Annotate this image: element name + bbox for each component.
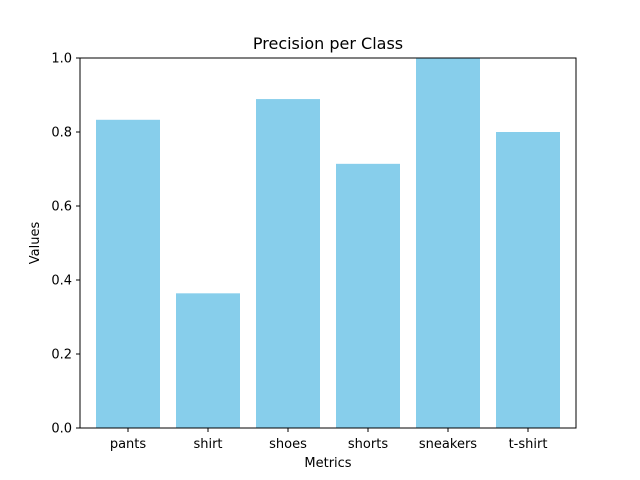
x-tick-label: pants (110, 437, 147, 452)
x-tick-label: shirt (193, 437, 222, 452)
y-tick-label: 0.8 (51, 126, 72, 141)
bar-shorts (336, 163, 400, 428)
y-tick-label: 0.4 (51, 274, 72, 289)
x-tick-label: shoes (269, 437, 307, 452)
x-ticks-group: pants shirt shoes shorts sneakers t-shirt (110, 428, 548, 452)
y-tick-label: 1.0 (51, 52, 72, 67)
bar-shirt (176, 293, 240, 428)
x-tick-label: shorts (348, 437, 388, 452)
x-tick-label: t-shirt (509, 437, 548, 452)
chart-title: Precision per Class (253, 34, 403, 53)
y-tick-label: 0.2 (51, 348, 72, 363)
y-tick-label: 0.0 (51, 422, 72, 437)
bar-pants (96, 119, 160, 428)
y-axis-label: Values (28, 222, 43, 265)
bar-t-shirt (496, 132, 560, 428)
plot-frame (79, 57, 577, 429)
x-tick-label: sneakers (419, 437, 477, 452)
bars-group (96, 58, 560, 428)
bar-shoes (256, 99, 320, 428)
y-ticks-group: 0.0 0.2 0.4 0.6 0.8 1.0 (51, 52, 80, 437)
x-axis-label: Metrics (304, 456, 351, 471)
y-tick-label: 0.6 (51, 200, 72, 215)
bar-sneakers (416, 58, 480, 428)
